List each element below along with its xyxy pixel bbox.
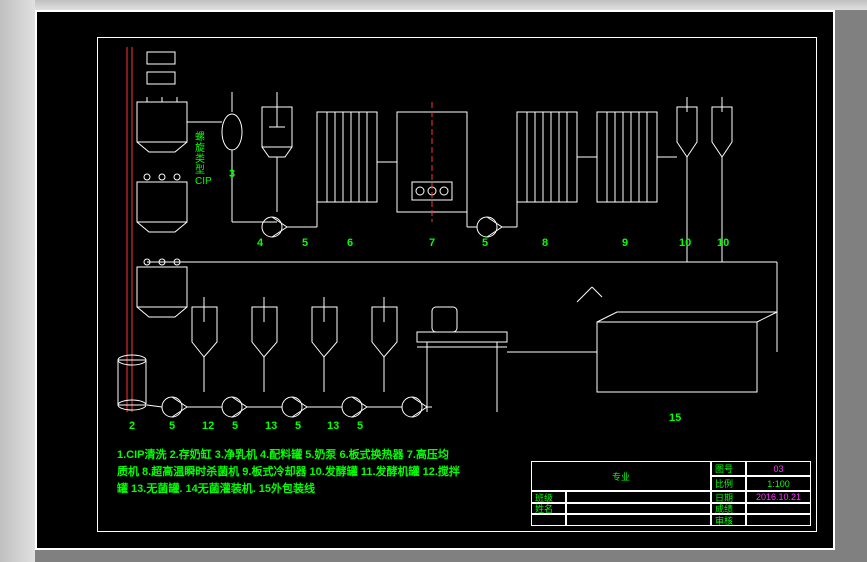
tb-grade-label: 成绩 bbox=[711, 503, 746, 514]
tb-grade-val bbox=[746, 503, 811, 514]
tb-date: 2016.10.21 bbox=[746, 491, 811, 503]
tb-class-val bbox=[566, 491, 711, 503]
tb-check-label: 审核 bbox=[711, 514, 746, 526]
label-5c: 5 bbox=[169, 420, 175, 432]
label-10a: 10 bbox=[679, 237, 691, 249]
tb-name-label: 姓名 bbox=[531, 503, 566, 514]
label-5d: 5 bbox=[232, 420, 238, 432]
tb-major: 专业 bbox=[531, 461, 711, 491]
tb-drawno-label: 图号 bbox=[711, 461, 746, 476]
label-15: 15 bbox=[669, 412, 681, 424]
cip-vertical-label: 螺旋类型CIP bbox=[195, 132, 207, 187]
label-5e: 5 bbox=[295, 420, 301, 432]
ruler-left bbox=[0, 0, 35, 562]
legend-line2: 质机 8.超高温瞬时杀菌机 9.板式冷却器 10.发酵罐 11.发酵机罐 12.… bbox=[117, 464, 460, 480]
label-5f: 5 bbox=[357, 420, 363, 432]
tb-check-val bbox=[746, 514, 811, 526]
label-8: 8 bbox=[542, 237, 548, 249]
label-13b: 13 bbox=[327, 420, 339, 432]
tb-drawno: 03 bbox=[746, 461, 811, 476]
cad-canvas: 螺旋类型CIP 3 4 5 6 7 5 8 9 10 10 2 5 12 5 1… bbox=[35, 10, 835, 550]
label-5b: 5 bbox=[482, 237, 488, 249]
tb-scale: 1:100 bbox=[746, 476, 811, 491]
legend-line1: 1.CIP清洗 2.存奶缸 3.净乳机 4.配料罐 5.奶泵 6.板式换热器 7… bbox=[117, 447, 449, 463]
label-13a: 13 bbox=[265, 420, 277, 432]
legend-line3: 罐 13.无菌罐. 14无菌灌装机. 15外包装线 bbox=[117, 481, 315, 497]
label-7: 7 bbox=[429, 237, 435, 249]
label-6: 6 bbox=[347, 237, 353, 249]
label-2: 2 bbox=[129, 420, 135, 432]
label-10b: 10 bbox=[717, 237, 729, 249]
label-5a: 5 bbox=[302, 237, 308, 249]
tb-blank-val bbox=[566, 514, 711, 526]
label-12: 12 bbox=[202, 420, 214, 432]
tb-name-val bbox=[566, 503, 711, 514]
label-9: 9 bbox=[622, 237, 628, 249]
label-3: 3 bbox=[229, 168, 235, 180]
label-4: 4 bbox=[257, 237, 263, 249]
title-block: 专业 图号 03 比例 1:100 班级 日期 2016.10.21 姓名 成绩… bbox=[531, 461, 811, 526]
tb-scale-label: 比例 bbox=[711, 476, 746, 491]
tb-blank-label bbox=[531, 514, 566, 526]
ruler-top bbox=[35, 0, 867, 10]
